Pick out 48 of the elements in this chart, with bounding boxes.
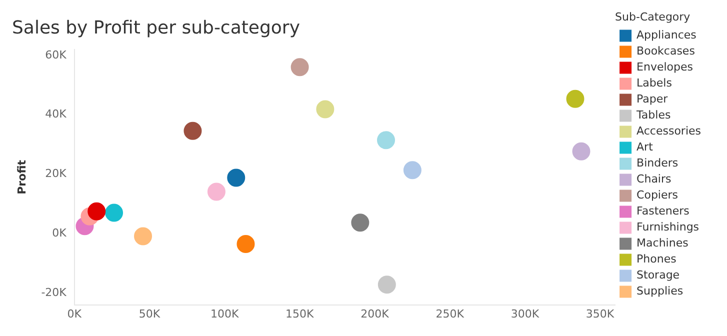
point <box>88 202 106 220</box>
x-tick-label: 50K <box>138 307 161 320</box>
point <box>378 276 396 294</box>
point <box>572 142 590 160</box>
legend-label: Binders <box>636 156 678 170</box>
point <box>403 161 422 180</box>
legend-title: Sub-Category <box>615 10 691 24</box>
legend-label: Envelopes <box>636 60 694 74</box>
point <box>207 182 226 201</box>
legend-label: Tables <box>636 108 671 122</box>
legend-label: Phones <box>636 252 677 266</box>
point <box>227 168 246 187</box>
point <box>566 90 584 108</box>
point <box>290 58 309 76</box>
point <box>105 204 124 222</box>
legend-label: Storage <box>636 268 680 282</box>
x-tick-label: 100K <box>210 307 240 320</box>
x-tick-label: 150K <box>286 307 315 320</box>
chart-title: Sales by Profit per sub-category <box>12 17 300 38</box>
x-tick-label: 200K <box>360 307 390 320</box>
y-tick-label: 0K <box>52 226 68 240</box>
x-tick-label: 300K <box>510 307 540 320</box>
legend-label: Copiers <box>636 188 678 202</box>
legend-label: Accessories <box>636 124 702 138</box>
point <box>236 234 255 253</box>
point <box>316 100 334 118</box>
legend-label: Machines <box>636 236 689 250</box>
legend-label: Chairs <box>636 172 672 186</box>
y-tick-label: 20K <box>45 167 68 180</box>
legend-label: Appliances <box>636 28 697 42</box>
y-axis-title: Profit <box>15 160 28 194</box>
legend-label: Fasteners <box>636 204 690 218</box>
y-tick-label: -20K <box>41 286 68 299</box>
legend-label: Paper <box>636 92 668 106</box>
y-tick-label: 60K <box>45 48 68 62</box>
legend-label: Bookcases <box>636 44 696 58</box>
x-tick-label: 250K <box>436 307 465 320</box>
legend-label: Supplies <box>636 284 684 298</box>
legend-label: Furnishings <box>636 220 700 234</box>
x-tick-label: 0K <box>67 307 82 320</box>
x-tick-label: 350K <box>586 307 615 320</box>
point <box>351 214 370 232</box>
point <box>377 131 396 150</box>
point <box>134 227 152 246</box>
legend-label: Art <box>636 140 654 154</box>
point <box>184 122 202 140</box>
y-tick-label: 40K <box>45 108 68 121</box>
legend-label: Labels <box>636 76 672 90</box>
